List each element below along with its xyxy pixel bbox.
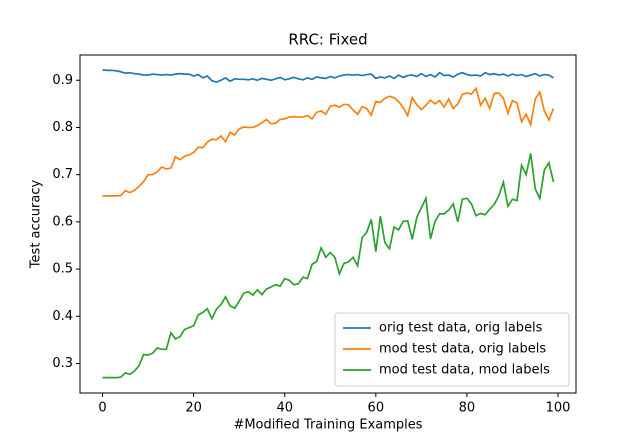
y-tick-label: 0.5	[52, 262, 73, 277]
x-axis-label: #Modified Training Examples	[233, 418, 422, 433]
legend-label: mod test data, mod labels	[379, 363, 550, 378]
y-axis-label: Test accuracy	[29, 180, 44, 270]
x-tick-label: 40	[276, 401, 293, 416]
y-tick-label: 0.3	[52, 356, 73, 371]
series-line	[102, 69, 554, 84]
legend-box	[334, 312, 570, 387]
x-tick-label: 0	[98, 401, 106, 416]
series-line	[102, 86, 555, 197]
y-tick-label: 0.7	[52, 167, 73, 182]
series-line	[102, 153, 555, 379]
y-tick-label: 0.6	[52, 214, 73, 229]
x-tick-label: 20	[185, 401, 202, 416]
x-tick-label: 60	[368, 401, 385, 416]
legend-label: orig test data, orig labels	[379, 321, 543, 336]
plot-frame	[79, 54, 577, 394]
legend-label: mod test data, orig labels	[379, 342, 546, 357]
y-tick-label: 0.4	[52, 309, 73, 324]
x-tick-label: 100	[546, 401, 571, 416]
chart-title: RRC: Fixed	[288, 31, 367, 49]
y-tick-label: 0.9	[52, 73, 73, 88]
x-tick-label: 80	[459, 401, 476, 416]
y-tick-label: 0.8	[52, 120, 73, 135]
